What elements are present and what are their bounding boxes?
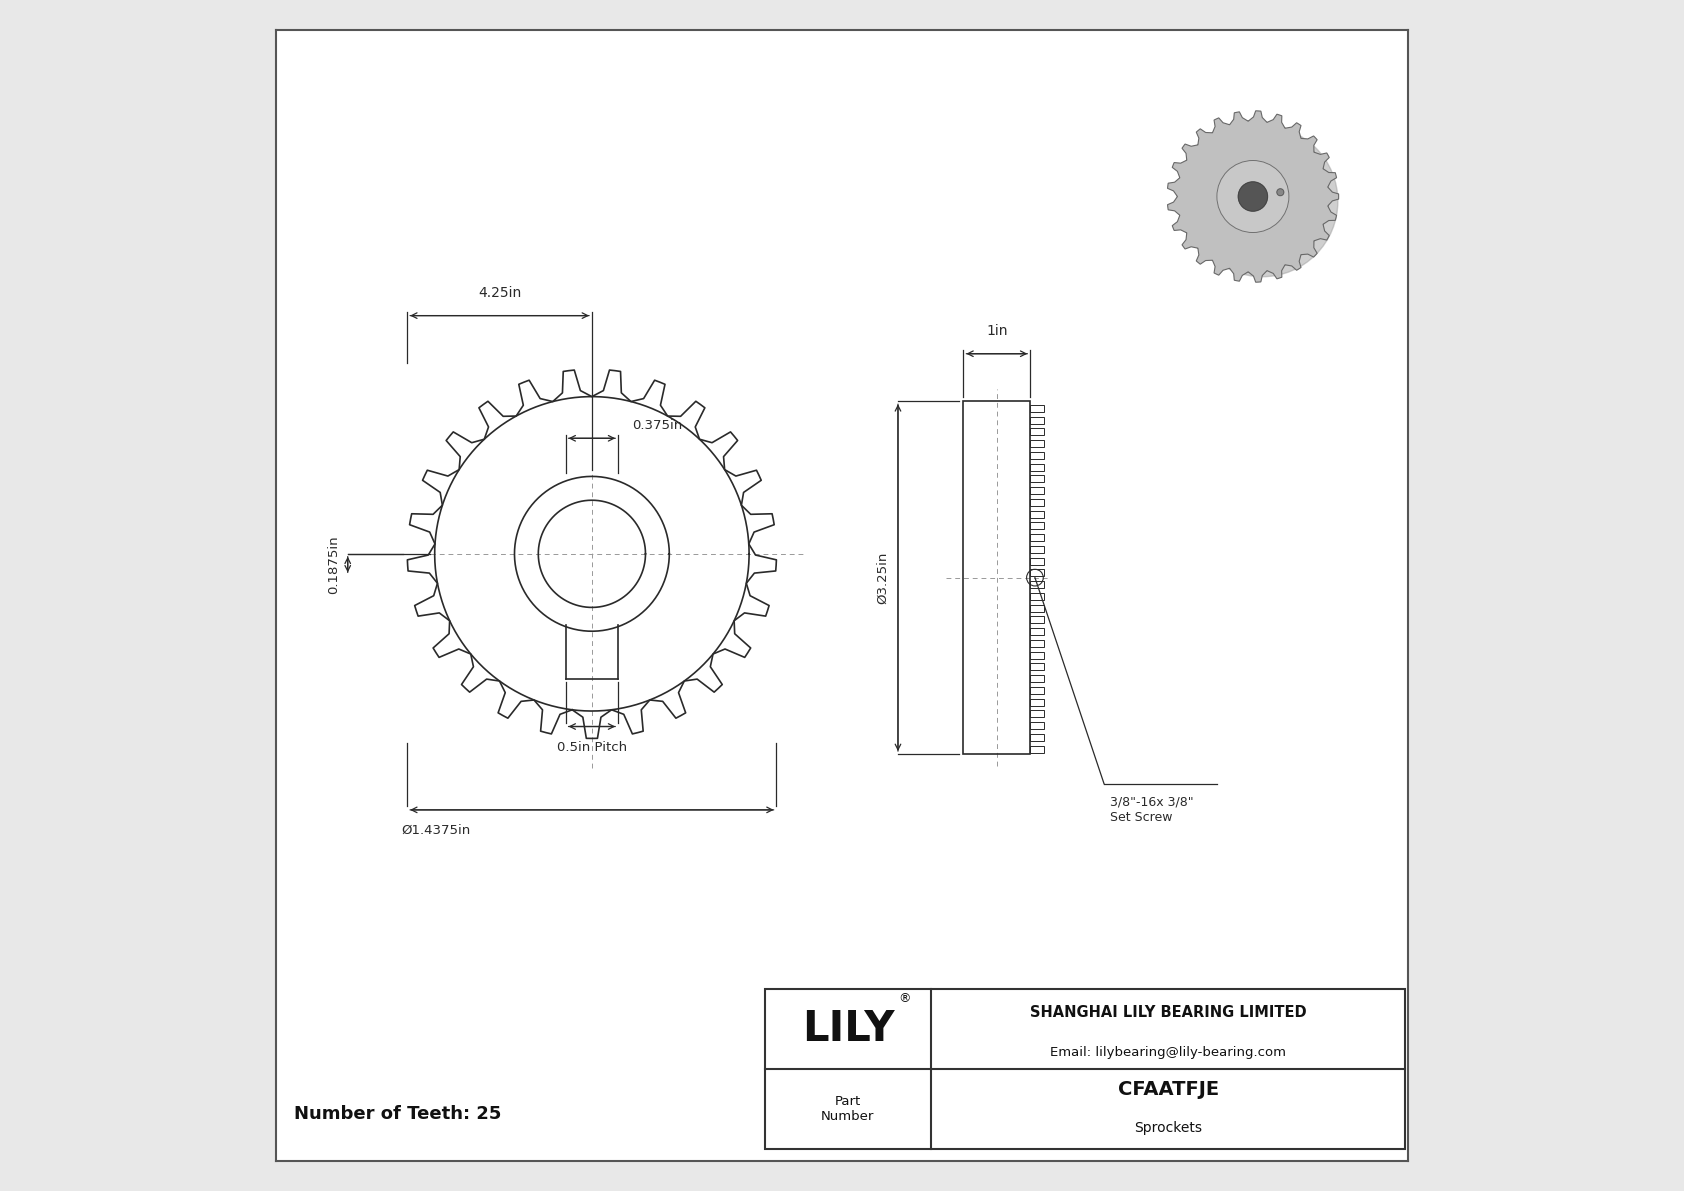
- Bar: [1031, 429, 1044, 436]
- Bar: [1031, 441, 1044, 447]
- Circle shape: [1238, 182, 1268, 211]
- Bar: [1031, 663, 1044, 671]
- Text: Number of Teeth: 25: Number of Teeth: 25: [295, 1104, 502, 1123]
- Circle shape: [1276, 189, 1283, 195]
- Bar: [1031, 487, 1044, 494]
- Bar: [1031, 628, 1044, 635]
- Bar: [765, 989, 1406, 1149]
- Bar: [1031, 534, 1044, 541]
- Bar: [1031, 463, 1044, 470]
- Bar: [1031, 699, 1044, 706]
- Text: 0.375in: 0.375in: [633, 419, 682, 432]
- Text: SHANGHAI LILY BEARING LIMITED: SHANGHAI LILY BEARING LIMITED: [1031, 1005, 1307, 1021]
- Bar: [1031, 451, 1044, 459]
- Bar: [963, 401, 1031, 754]
- Bar: [1031, 417, 1044, 424]
- Text: Part
Number: Part Number: [822, 1095, 874, 1123]
- Text: 0.5in Pitch: 0.5in Pitch: [557, 741, 626, 754]
- Bar: [1031, 569, 1044, 576]
- Text: 4.25in: 4.25in: [478, 286, 522, 300]
- Text: Ø3.25in: Ø3.25in: [876, 551, 889, 604]
- Bar: [1031, 734, 1044, 741]
- Bar: [1031, 593, 1044, 600]
- Text: Sprockets: Sprockets: [1135, 1122, 1202, 1135]
- Circle shape: [1187, 126, 1337, 276]
- Bar: [1031, 722, 1044, 729]
- Bar: [1031, 523, 1044, 530]
- Bar: [1031, 746, 1044, 753]
- Bar: [1031, 617, 1044, 623]
- Text: CFAATFJE: CFAATFJE: [1118, 1080, 1219, 1099]
- Bar: [1031, 605, 1044, 612]
- Bar: [1031, 581, 1044, 588]
- Text: Email: lilybearing@lily-bearing.com: Email: lilybearing@lily-bearing.com: [1051, 1047, 1287, 1059]
- Bar: [1031, 499, 1044, 506]
- Text: 3/8"-16x 3/8"
Set Screw: 3/8"-16x 3/8" Set Screw: [1110, 796, 1194, 824]
- Text: LILY: LILY: [802, 1008, 894, 1049]
- Bar: [1031, 651, 1044, 659]
- Bar: [1031, 511, 1044, 518]
- Text: 1in: 1in: [987, 324, 1007, 338]
- Text: ®: ®: [898, 992, 911, 1005]
- Bar: [1031, 475, 1044, 482]
- Circle shape: [1177, 121, 1329, 272]
- Text: 0.1875in: 0.1875in: [327, 535, 340, 594]
- Bar: [1031, 545, 1044, 553]
- Bar: [1031, 675, 1044, 682]
- Text: Ø1.4375in: Ø1.4375in: [401, 824, 470, 837]
- Bar: [1031, 405, 1044, 412]
- Bar: [1031, 687, 1044, 694]
- Bar: [1031, 710, 1044, 717]
- Bar: [1031, 557, 1044, 565]
- Bar: [1031, 640, 1044, 647]
- Circle shape: [1218, 161, 1288, 232]
- PathPatch shape: [1167, 111, 1339, 282]
